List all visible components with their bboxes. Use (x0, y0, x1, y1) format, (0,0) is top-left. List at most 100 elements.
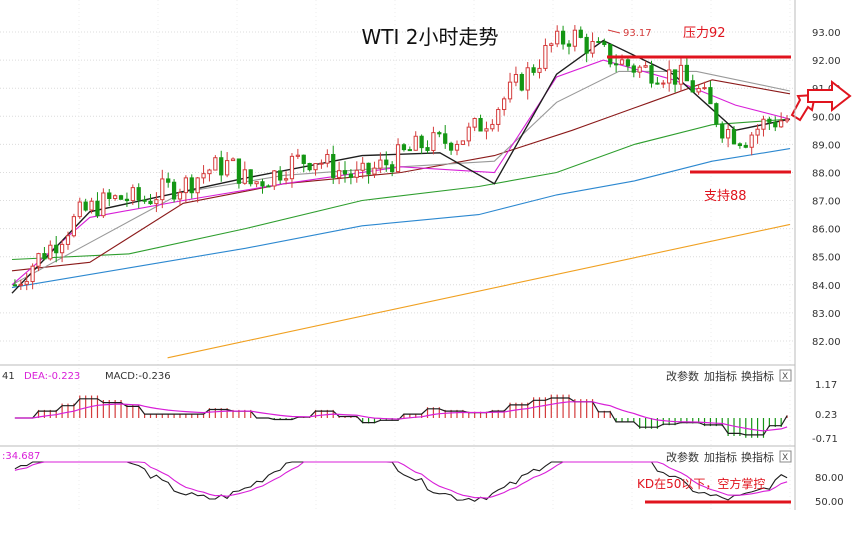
macd-add-indicator-button[interactable]: 加指标 (704, 369, 737, 383)
candle-body (496, 109, 501, 125)
candle-body (219, 157, 224, 176)
ma-line-ma_orange (167, 223, 791, 359)
ma-line-ma_gray (11, 70, 791, 286)
candle-body (77, 201, 82, 218)
macd-tick-bottom: -0.71 (812, 434, 838, 445)
kd-legend-value: :34.687 (2, 451, 40, 462)
candle-body (295, 154, 300, 157)
candle-body (183, 177, 188, 194)
macd-tick-mid: 0.23 (815, 410, 837, 421)
candle-body (336, 170, 342, 178)
candle-body (767, 118, 772, 123)
kd-params-button[interactable]: 改参数 (666, 450, 699, 464)
candle-body (213, 157, 218, 171)
macd-dea-line (14, 401, 788, 432)
candlesticks (12, 25, 790, 291)
candle-body (602, 41, 607, 45)
candle-body (614, 63, 619, 66)
kd-close-icon[interactable]: X (779, 450, 792, 463)
macd-legend-prefix: 41 (2, 371, 15, 382)
candle-body (278, 170, 283, 181)
candle-body (590, 41, 595, 54)
y-tick-label: 90.00 (812, 112, 841, 123)
y-axis-ticks: 93.0092.0091.0090.0089.0088.0087.0086.00… (812, 28, 841, 348)
candle-body (36, 253, 41, 267)
candle-body (48, 244, 53, 260)
candle-body (478, 118, 483, 132)
y-tick-label: 82.00 (812, 337, 841, 348)
candle-body (672, 69, 678, 85)
ma-line-ma_green (11, 118, 791, 261)
candle-body (236, 158, 242, 184)
kd-add-indicator-button[interactable]: 加指标 (704, 450, 737, 464)
candle-body (537, 67, 542, 73)
svg-text:X: X (782, 453, 788, 463)
candle-body (690, 80, 695, 93)
candle-body (154, 199, 159, 205)
candle-body (555, 30, 560, 45)
kd-lines (14, 461, 788, 502)
candle-body (596, 41, 601, 44)
candle-body (454, 143, 460, 151)
candle-body (678, 64, 684, 85)
candle-body (779, 120, 784, 128)
candle-body (160, 178, 165, 201)
candle-body (543, 45, 548, 69)
candle-body (301, 154, 306, 164)
candle-body (83, 201, 88, 211)
candle-body (549, 43, 554, 47)
candle-body (254, 181, 259, 185)
candle-body (342, 170, 348, 175)
candle-body (425, 147, 430, 151)
candle-body (207, 169, 212, 175)
support-label: 支持88 (704, 189, 747, 204)
candle-body (148, 200, 153, 205)
candle-body (761, 118, 766, 130)
candle-body (649, 65, 654, 84)
candle-body (395, 144, 401, 173)
macd-dif-line (14, 397, 788, 436)
candle-body (472, 118, 477, 128)
candle-body (354, 169, 359, 178)
candle-body (42, 253, 47, 260)
candle-body (749, 134, 754, 148)
candle-body (348, 173, 354, 178)
candle-body (18, 283, 23, 286)
y-tick-label: 87.00 (812, 197, 841, 208)
macd-close-icon[interactable]: X (779, 369, 792, 382)
candle-body (283, 178, 289, 181)
candle-body (319, 162, 324, 165)
macd-params-button[interactable]: 改参数 (666, 369, 699, 383)
macd-lines (14, 397, 788, 436)
macd-switch-indicator-button[interactable]: 换指标 (741, 369, 774, 383)
candle-body (248, 169, 253, 185)
candle-body (242, 169, 247, 184)
candle-body (572, 29, 577, 47)
candle-body (71, 216, 77, 237)
svg-text:X: X (782, 372, 788, 382)
y-tick-label: 85.00 (812, 253, 841, 264)
candle-body (289, 155, 295, 180)
candle-body (608, 43, 613, 65)
candle-body (325, 153, 330, 164)
kd-switch-indicator-button[interactable]: 换指标 (741, 450, 774, 464)
candle-body (230, 158, 236, 162)
candle-body (737, 143, 743, 147)
candle-body (655, 82, 660, 85)
arrow-right-icon (807, 79, 852, 113)
candle-body (260, 181, 265, 187)
candle-body (372, 167, 377, 175)
candle-body (142, 199, 147, 202)
candle-body (390, 164, 395, 173)
kd-tick-80: 80.00 (815, 473, 844, 484)
candle-body (331, 153, 336, 178)
macd-tick-top: 1.17 (815, 380, 837, 391)
candle-body (307, 162, 312, 171)
kd-k-line (14, 461, 788, 502)
candle-body (30, 265, 35, 283)
candle-body (531, 67, 536, 73)
candle-body (384, 159, 389, 166)
candle-body (525, 67, 530, 91)
